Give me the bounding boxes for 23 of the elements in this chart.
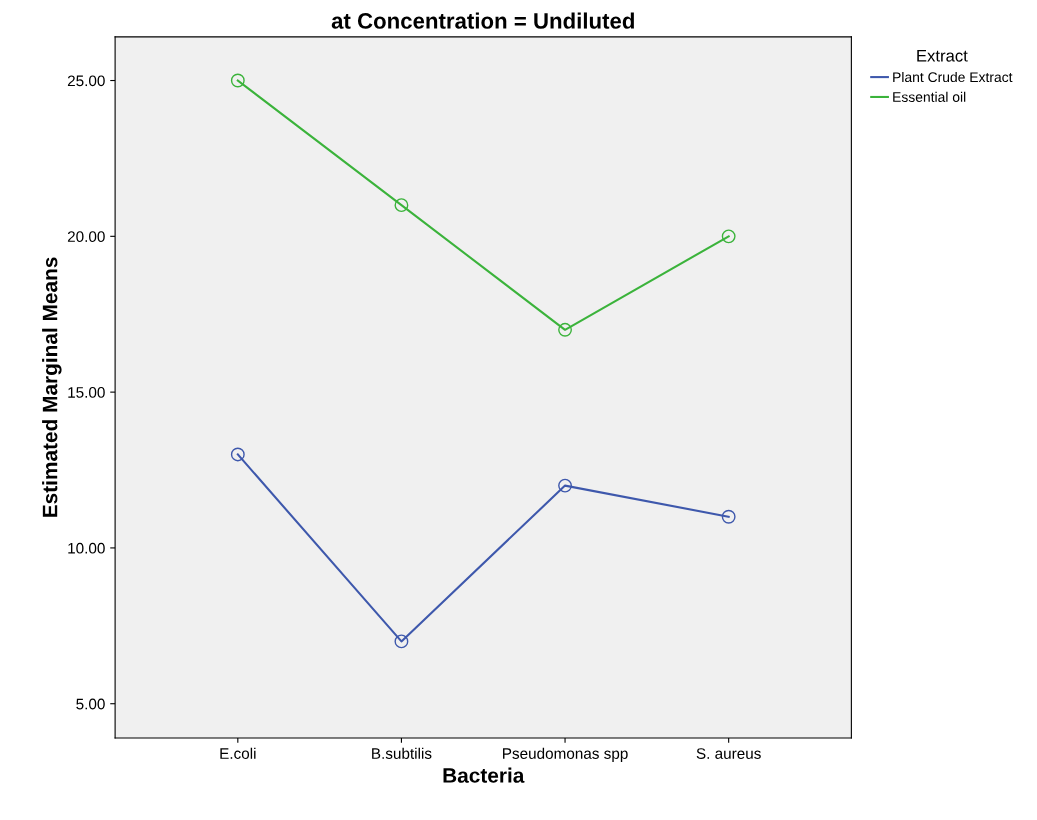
y-tick-label: 5.00 (76, 698, 105, 710)
point (394, 198, 409, 213)
y-tick-label: 10.00 (68, 542, 105, 554)
y-tick-label: 20.00 (67, 231, 105, 243)
y-tick-label: 15.00 (68, 386, 105, 398)
x-tick-label: S. aureus (696, 748, 761, 759)
point (230, 447, 245, 462)
legend-label: Essential oil (893, 91, 966, 102)
x-tick-label: B.subtilis (372, 747, 432, 759)
y-axis-title: Estimated Marginal Means (42, 257, 62, 517)
point (721, 509, 736, 524)
point (558, 478, 572, 493)
point (230, 73, 245, 88)
legend-label: Plant Crude Extract (893, 71, 1013, 83)
point (394, 634, 409, 649)
point (721, 229, 736, 244)
x-axis-title: Bacteria (443, 767, 525, 783)
point (558, 322, 572, 337)
chart-title: at Concentration = Undiluted (331, 12, 634, 29)
x-tick-label: E.coli (220, 747, 256, 759)
x-tick-label: Pseudomonas spp (503, 747, 628, 762)
legend-title: Extract (917, 50, 968, 62)
y-tick-label: 25.00 (67, 75, 105, 87)
